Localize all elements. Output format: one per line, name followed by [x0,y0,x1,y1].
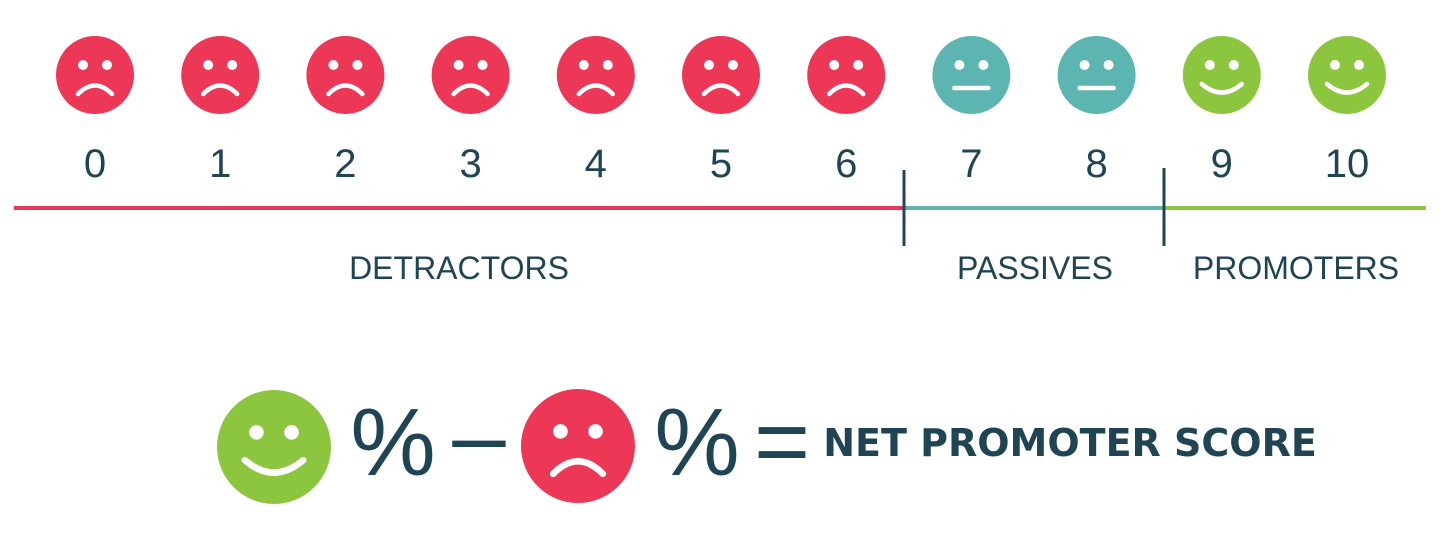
face-eye [102,60,112,70]
face-eye [728,60,738,70]
face-eye [954,60,965,70]
face-eye [553,424,568,439]
score-label: 9 [1211,142,1233,186]
face-mouth [576,83,616,97]
neutral-face-icon [1057,36,1136,114]
face-eye [704,60,714,70]
face-mouth [826,83,866,97]
sad-face-icon [56,36,134,114]
score-label: 10 [1325,142,1370,186]
face-eye [78,60,88,70]
face-circle [1308,36,1386,114]
sad-face-icon [556,36,635,114]
sad-face-icon [807,36,886,114]
promoters-label: PROMOTERS [1193,250,1399,286]
face-circle [1182,36,1261,114]
sad-face-icon [181,36,260,114]
face-circle [932,36,1011,114]
face-eye [249,425,264,440]
face-mouth [241,456,307,476]
face-eye [602,60,613,70]
face-eye [829,60,840,70]
sad-face-icon [431,36,510,114]
score-label: 6 [835,142,857,186]
face-mouth [200,83,240,97]
score-label: 2 [334,142,356,186]
score-label: 8 [1085,142,1107,186]
sad-face-icon [521,389,635,503]
sad-face-icon [682,36,760,114]
happy-face-icon [217,390,331,504]
face-mouth [701,83,741,97]
face-eye [978,60,989,70]
face-mouth [451,83,490,97]
face-circle [306,36,385,114]
face-circle [682,36,760,114]
face-eye [1103,60,1114,70]
face-eye [227,60,238,70]
neutral-face-icon [932,36,1011,114]
score-label: 1 [209,142,231,186]
equals-sign: = [754,388,810,495]
scale-line [14,168,1426,246]
face-circle [521,389,635,503]
score-label: 0 [84,142,106,186]
detractors-label: DETRACTORS [349,250,569,286]
score-labels-row: 0 1 2 3 4 5 6 7 8 9 10 [84,142,1369,186]
face-circle [556,36,635,114]
face-mouth [326,83,365,97]
happy-face-icon [1182,36,1261,114]
face-mouth [549,458,607,478]
face-circle [1057,36,1136,114]
face-mouth [1199,81,1245,95]
net-promoter-score-label: NET PROMOTER SCORE [823,421,1317,465]
detractor-percent-sign: % [654,389,739,496]
minus-sign: – [452,382,506,489]
face-circle [217,390,331,504]
face-eye [1354,60,1364,70]
face-circle [807,36,886,114]
face-mouth [1324,81,1370,95]
score-faces-row [56,36,1386,114]
group-labels: DETRACTORS PASSIVES PROMOTERS [349,250,1399,286]
face-eye [1204,60,1215,70]
score-label: 5 [710,142,732,186]
sad-face-icon [306,36,385,114]
score-label: 3 [459,142,481,186]
face-eye [203,60,214,70]
score-label: 4 [585,142,607,186]
face-mouth [75,83,115,97]
face-eye [578,60,589,70]
nps-formula: % – % = NET PROMOTER SCORE [217,382,1317,504]
passives-label: PASSIVES [957,250,1113,286]
face-eye [352,60,363,70]
face-eye [284,425,299,440]
face-circle [181,36,260,114]
face-eye [453,60,464,70]
face-eye [1228,60,1239,70]
face-circle [431,36,510,114]
score-label: 7 [960,142,982,186]
face-eye [328,60,339,70]
promoter-percent-sign: % [350,389,435,496]
face-circle [56,36,134,114]
face-eye [1330,60,1340,70]
face-eye [1079,60,1090,70]
face-eye [588,424,603,439]
face-eye [853,60,864,70]
face-eye [477,60,488,70]
happy-face-icon [1308,36,1386,114]
